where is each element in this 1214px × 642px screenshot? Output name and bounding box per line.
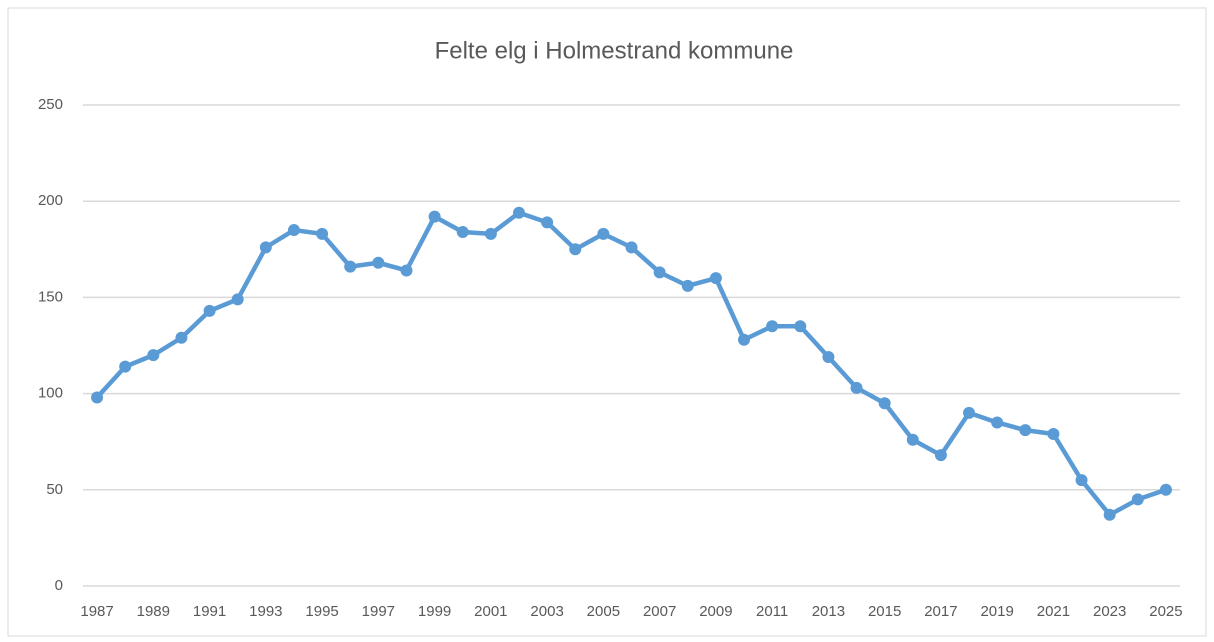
data-point [738,333,751,346]
data-point [400,264,413,277]
data-point [119,360,132,373]
data-point [681,279,694,292]
y-tick-label: 150 [38,288,63,305]
data-point [766,320,779,333]
data-point [794,320,807,333]
data-point [287,224,300,237]
data-point [1047,428,1060,441]
data-point [541,216,554,229]
x-tick-label: 1995 [305,603,338,620]
data-point [653,266,666,279]
data-point [597,227,610,240]
x-tick-label: 2025 [1149,603,1182,620]
chart-title: Felte elg i Holmestrand kommune [435,37,794,64]
data-point [344,260,357,273]
data-point [1019,424,1032,437]
x-tick-label: 1991 [193,603,226,620]
y-tick-label: 50 [46,481,63,498]
x-tick-label: 2023 [1093,603,1126,620]
data-point [709,272,722,285]
y-tick-label: 0 [55,577,63,594]
x-tick-label: 2009 [699,603,732,620]
data-point [569,243,582,256]
x-tick-label: 2021 [1037,603,1070,620]
data-point [963,406,976,419]
data-point [91,391,104,404]
y-tick-label: 250 [38,96,63,113]
data-point [991,416,1004,429]
data-point [1131,493,1144,506]
data-point [484,227,497,240]
x-tick-label: 1999 [418,603,451,620]
x-tick-label: 1989 [137,603,170,620]
chart-frame [7,7,1207,637]
data-point [203,304,216,317]
data-point [372,256,385,269]
x-tick-label: 1993 [249,603,282,620]
data-point [906,433,919,446]
x-tick-label: 1997 [362,603,395,620]
data-point [456,225,469,238]
data-point [147,349,160,362]
y-tick-label: 100 [38,385,63,402]
data-point [512,206,525,219]
x-tick-label: 2001 [474,603,507,620]
data-point [175,331,188,344]
data-point [625,241,638,254]
data-point [1159,483,1172,496]
data-point [259,241,272,254]
x-tick-label: 2015 [868,603,901,620]
x-tick-label: 2019 [980,603,1013,620]
x-tick-label: 2013 [812,603,845,620]
y-tick-label: 200 [38,192,63,209]
x-tick-label: 1987 [80,603,113,620]
x-tick-label: 2003 [530,603,563,620]
data-point [1075,474,1088,487]
x-tick-label: 2005 [587,603,620,620]
x-tick-label: 2011 [756,603,788,620]
data-point [822,351,835,364]
data-point [850,381,863,394]
data-point [878,397,891,410]
data-point [1103,508,1116,521]
x-tick-label: 2007 [643,603,676,620]
data-point [428,210,441,223]
data-point [316,227,329,240]
data-point [934,449,947,462]
x-tick-label: 2017 [924,603,957,620]
data-point [231,293,244,306]
